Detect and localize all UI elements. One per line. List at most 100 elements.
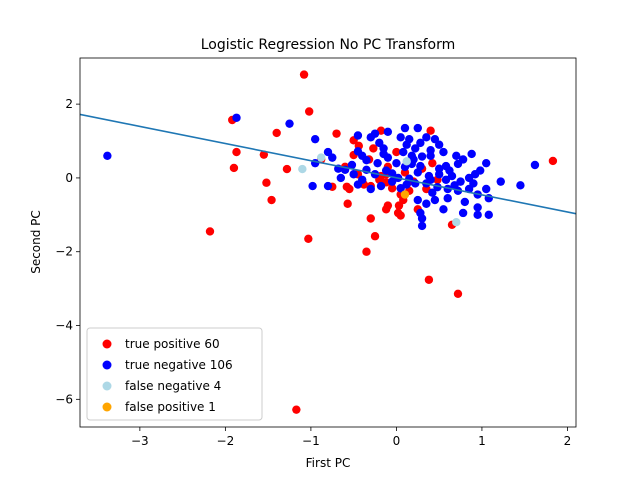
series-0-point-17 (262, 178, 271, 187)
series-1-point-104 (428, 188, 437, 197)
series-0-point-54 (428, 158, 437, 168)
series-3-point-0 (400, 190, 410, 199)
legend-marker-3 (102, 402, 112, 412)
series-1-point-23 (373, 158, 382, 168)
series-0-point-39 (548, 156, 558, 166)
series-1-point-20 (347, 160, 357, 170)
legend-label-3: false positive 1 (125, 400, 216, 414)
series-1-point-92 (470, 170, 480, 179)
series-0-point-36 (292, 405, 301, 414)
series-1-point-13 (396, 133, 405, 142)
series-1-point-60 (530, 160, 540, 170)
series-0-point-28 (396, 211, 405, 220)
series-1-point-64 (473, 210, 482, 220)
series-2-point-2 (316, 153, 326, 162)
series-1-point-89 (411, 144, 420, 153)
series-1-point-98 (409, 155, 418, 164)
chart-title: Logistic Regression No PC Transform (201, 37, 456, 53)
legend: true positive 60 true negative 106 false n… (86, 327, 263, 421)
series-1-point-97 (441, 161, 451, 171)
x-tick-label: 2 (564, 434, 572, 448)
series-0-point-40 (426, 126, 435, 135)
series-1-point-61 (460, 197, 470, 207)
legend-box (86, 327, 263, 421)
series-1-point-101 (453, 159, 463, 169)
series-1-point-96 (426, 146, 435, 155)
legend-marker-1 (102, 360, 112, 370)
series-0-point-31 (362, 247, 371, 256)
series-1-point-30 (452, 151, 461, 160)
plot-frame (79, 57, 577, 428)
series-0-point-4 (332, 129, 341, 138)
series-1-point-22 (362, 156, 371, 165)
series-1-point-0 (103, 151, 112, 160)
series-1-point-95 (383, 127, 393, 136)
series-1-point-72 (308, 181, 317, 191)
series-0-point-19 (343, 199, 352, 208)
series-0-point-34 (424, 275, 434, 284)
x-axis-ticks: −3 −2 −1 0 1 2 (131, 427, 571, 448)
series-1-point-25 (399, 147, 408, 157)
series-0-point-18 (267, 195, 276, 205)
decision-boundary-line (80, 113, 576, 215)
series-1-point-58 (496, 177, 505, 186)
series-2-point-1 (452, 218, 461, 227)
series-0-point-35 (453, 289, 463, 298)
series-1-point-78 (416, 161, 425, 171)
series-1-point-82 (456, 177, 465, 186)
series-1-point-91 (447, 171, 457, 181)
series-0-point-30 (370, 232, 380, 241)
series-2-point-3 (402, 157, 411, 166)
series-1-point-4 (353, 131, 363, 140)
x-tick-label: 0 (393, 434, 401, 448)
series-1-point-17 (328, 153, 337, 162)
series-0-point-29 (366, 214, 375, 223)
series-1-point-44 (349, 170, 358, 179)
y-tick-label: 2 (65, 97, 73, 111)
series-1-point-59 (516, 181, 525, 190)
legend-marker-2 (102, 381, 112, 391)
series-1-point-2 (285, 119, 294, 128)
series-1-point-90 (434, 164, 444, 173)
series-1-point-66 (439, 205, 448, 214)
series-0-point-1 (304, 107, 314, 116)
series-1-point-85 (396, 184, 405, 193)
series-1-point-65 (484, 210, 493, 220)
x-tick-label: −3 (131, 434, 149, 448)
series-1-point-46 (366, 184, 375, 194)
series-1-point-100 (402, 140, 411, 149)
series-2-point-0 (298, 164, 307, 174)
series-1-point-87 (375, 138, 384, 148)
series-1-point-8 (400, 123, 410, 133)
x-tick-label: −1 (302, 434, 320, 448)
series-0-point-0 (299, 70, 309, 79)
series-1-point-15 (416, 138, 425, 148)
x-axis-title: First PC (306, 456, 351, 470)
series-1-point-12 (434, 140, 444, 149)
y-tick-label: 0 (65, 171, 73, 185)
series-1-point-74 (336, 173, 346, 183)
legend-label-0: true positive 60 (125, 337, 220, 351)
series-1-point-6 (370, 129, 380, 138)
y-tick-label: −4 (55, 319, 73, 333)
series-0-point-44 (369, 144, 378, 153)
y-axis-title: Second PC (29, 210, 43, 274)
series-1-point-10 (422, 133, 431, 142)
series-1-point-31 (467, 149, 476, 159)
series-1-point-99 (353, 147, 363, 156)
x-tick-label: −2 (217, 434, 235, 448)
series-1-point-75 (358, 175, 367, 184)
series-1-point-62 (473, 203, 482, 212)
series-1-point-86 (379, 149, 388, 159)
legend-marker-0 (102, 339, 112, 349)
series-1-point-103 (443, 194, 452, 203)
series-1-point-3 (310, 134, 320, 144)
series-1-point-71 (417, 221, 427, 231)
series-1-point-29 (439, 147, 448, 157)
series-0-point-33 (205, 227, 215, 236)
series-0-point-21 (387, 184, 397, 193)
series-0-point-7 (232, 147, 241, 157)
series-1-point-67 (430, 195, 440, 205)
series-0-point-11 (229, 163, 239, 173)
series-1-point-9 (413, 123, 422, 133)
